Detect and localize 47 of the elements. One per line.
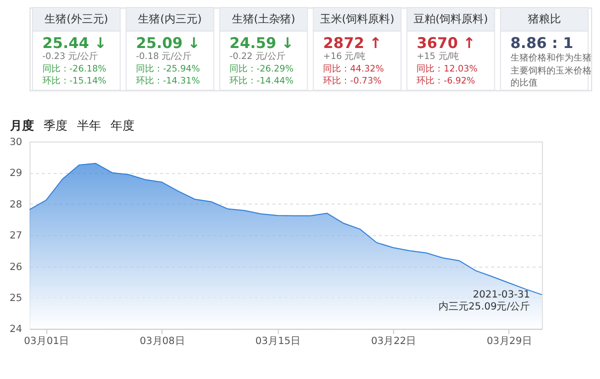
- text: 月度: [8, 118, 34, 133]
- text: 2872 ↑: [323, 34, 382, 52]
- text: -0.22 元/公斤: [230, 50, 286, 62]
- y-tick-label: 27: [10, 230, 22, 242]
- category-label: 豆粕(饲料原料): [414, 12, 488, 26]
- text: 8.86 : 1: [510, 34, 574, 52]
- category-label: 生猪(内三元): [138, 12, 202, 26]
- text: +16 元/吨: [323, 50, 366, 62]
- text: 25.09 ↓: [136, 34, 200, 52]
- text: -0.18 元/公斤: [136, 50, 192, 62]
- text: 同比：-26.18%: [42, 64, 106, 75]
- text: 同比：-25.94%: [136, 64, 200, 75]
- x-tick-label: 03月15日: [255, 336, 300, 347]
- y-tick-label: 30: [10, 136, 22, 148]
- text: 季度: [43, 118, 68, 133]
- y-tick-label: 29: [10, 168, 22, 180]
- text: 3670 ↑: [416, 34, 476, 52]
- text: 环比：-15.14%: [42, 75, 106, 86]
- text: 同比：-26.29%: [230, 64, 294, 75]
- text: 生猪价格和作为生猪: [510, 52, 592, 64]
- text: -0.23 元/公斤: [42, 50, 98, 62]
- y-tick-label: 25: [10, 292, 22, 304]
- text: 主要饲料的玉米价格: [510, 66, 592, 77]
- y-tick-label: 28: [10, 199, 22, 210]
- category-label: 玉米(饲料原料): [320, 12, 394, 26]
- x-tick-label: 03月29日: [486, 336, 532, 347]
- category-label: 生猪(外三元): [44, 12, 108, 26]
- text: 环比：-14.44%: [230, 75, 294, 86]
- text: 同比：44.32%: [323, 64, 384, 75]
- text: 环比：-0.73%: [323, 75, 382, 86]
- category-label: 猪粮比: [528, 12, 561, 26]
- y-tick-label: 26: [10, 262, 22, 273]
- text: 的比值: [510, 77, 538, 88]
- text: 环比：-14.31%: [136, 75, 200, 86]
- text: 环比：-6.92%: [416, 75, 476, 86]
- text: 半年: [76, 118, 101, 133]
- x-tick-label: 03月01日: [24, 336, 70, 347]
- y-tick-label: 24: [10, 324, 22, 336]
- category-label: 生猪(土杂猪): [232, 12, 296, 26]
- text: +15 元/吨: [416, 50, 460, 62]
- x-tick-label: 03月22日: [371, 336, 416, 347]
- text: 同比：12.03%: [416, 64, 478, 75]
- text: 年度: [110, 118, 134, 133]
- annotation: 2021-03-31 内三元25.09元/公斤: [438, 290, 530, 312]
- text: 24.59 ↓: [230, 34, 294, 52]
- text: 25.44 ↓: [42, 34, 107, 52]
- x-tick-label: 03月08日: [140, 336, 185, 347]
